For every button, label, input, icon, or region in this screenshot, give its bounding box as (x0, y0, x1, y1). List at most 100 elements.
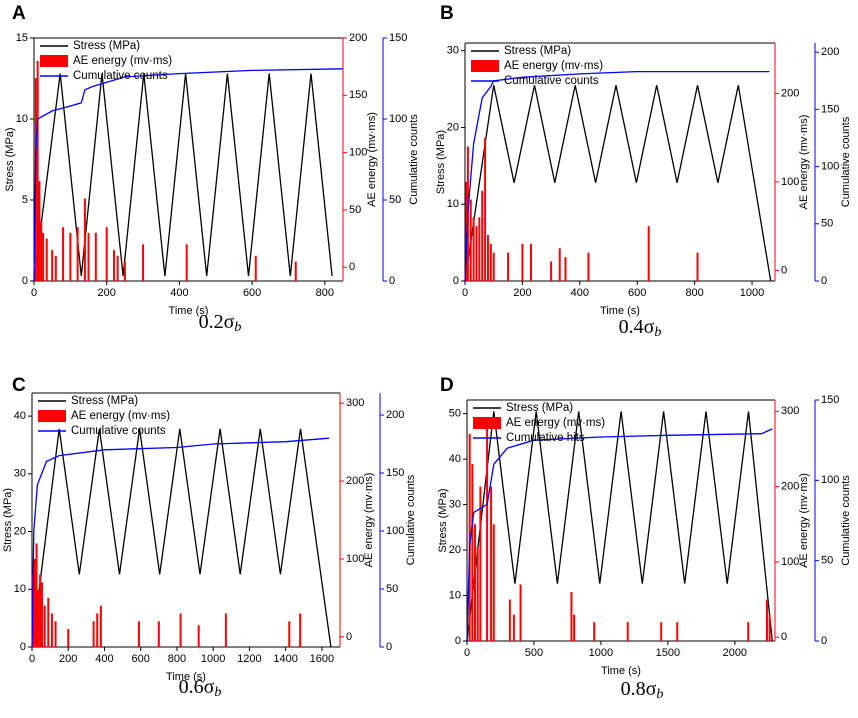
y2-tick-label: 300 (781, 405, 799, 417)
ae-bar (570, 592, 573, 641)
ae-bar (472, 217, 475, 281)
ae-bar (105, 227, 108, 281)
ae-bar (123, 261, 126, 281)
legend-label: AE energy (mv·ms) (71, 410, 170, 422)
y3-tick-label: 50 (389, 194, 401, 206)
ae-bar (83, 198, 86, 281)
y-tick-label: 0 (20, 641, 26, 653)
x-tick-label: 600 (243, 287, 261, 299)
series-line (466, 411, 773, 642)
x-tick-label: 0 (462, 287, 468, 299)
y2-tick-label: 0 (781, 631, 787, 643)
ae-bar (99, 605, 102, 647)
ae-bar (87, 232, 90, 281)
ae-bar (33, 558, 36, 647)
y3-tick-label: 150 (821, 103, 839, 115)
ae-bar (35, 543, 38, 647)
x-tick-label: 1500 (656, 647, 680, 659)
x-axis-title: Time (s) (166, 671, 206, 683)
caption-sub: b (234, 320, 241, 335)
ae-bar (137, 621, 140, 647)
x-tick-label: 400 (170, 287, 188, 299)
ae-bar (38, 181, 41, 281)
ae-bar (492, 524, 495, 641)
y-tick-label: 40 (14, 410, 26, 422)
ae-bar (507, 252, 510, 281)
panel-label: C (12, 375, 26, 396)
ae-bar (508, 599, 511, 641)
caption-main: 0.4σ (619, 316, 655, 338)
series-line (33, 73, 333, 282)
y-tick-label: 30 (447, 45, 459, 57)
x-tick-label: 1000 (201, 653, 225, 665)
y-axis-title: Stress (MPa) (2, 488, 14, 552)
ae-bar (558, 248, 561, 281)
ae-bar (519, 584, 522, 641)
ae-bar (489, 243, 492, 281)
y-tick-label: 0 (22, 275, 28, 287)
x-tick-label: 800 (168, 653, 186, 665)
panel-label: B (440, 3, 454, 24)
ae-bar (479, 486, 482, 641)
ae-bar (676, 622, 679, 641)
y2-tick-label: 50 (349, 204, 361, 216)
ae-bar (96, 613, 99, 647)
y-tick-label: 10 (449, 589, 461, 601)
y3-axis-title: Cumulative counts (405, 474, 417, 565)
x-tick-label: 200 (59, 653, 77, 665)
ae-bar (593, 622, 596, 641)
y3-tick-label: 150 (389, 32, 407, 44)
y3-tick-label: 100 (386, 525, 404, 537)
legend-label: Stress (MPa) (71, 395, 138, 407)
x-tick-label: 600 (132, 653, 150, 665)
ae-bar (647, 226, 650, 281)
ae-bar (471, 464, 474, 641)
y3-axis-title: Cumulative counts (840, 116, 852, 207)
ae-bar (42, 232, 45, 281)
y2-tick-label: 300 (346, 397, 364, 409)
y3-tick-label: 100 (821, 160, 839, 172)
panel-label: D (440, 375, 454, 396)
ae-bar (587, 252, 590, 281)
ae-bar (92, 621, 95, 647)
ae-bar (112, 250, 115, 281)
caption: 0.6σb (179, 676, 222, 701)
y2-tick-label: 200 (349, 32, 367, 44)
legend-label: Cumulative counts (71, 425, 166, 437)
legend-swatch (38, 410, 66, 422)
ae-bar (768, 614, 771, 641)
y-tick-label: 40 (449, 453, 461, 465)
x-tick-label: 1600 (310, 653, 334, 665)
y-tick-label: 15 (16, 32, 28, 44)
caption-sub: b (214, 685, 221, 700)
ae-bar (478, 217, 481, 281)
ae-bar (36, 60, 39, 281)
ae-bar (564, 257, 567, 281)
series-line (31, 428, 332, 648)
ae-bar (197, 625, 200, 647)
ae-bar (51, 250, 54, 281)
y3-tick-label: 0 (386, 641, 392, 653)
caption: 0.8σb (621, 678, 664, 703)
y3-tick-label: 0 (821, 275, 827, 287)
legend-label: AE energy (mv·ms) (504, 60, 603, 72)
ae-bar (484, 137, 487, 281)
y-axis-title: Stress (MPa) (4, 127, 16, 191)
ae-bar (37, 590, 40, 647)
x-axis-title: Time (s) (601, 665, 641, 677)
legend-label: Cumulative counts (73, 70, 168, 82)
ae-bar (747, 622, 750, 641)
ae-bar (45, 238, 48, 281)
ae-bar (530, 243, 533, 281)
legend-swatch (40, 55, 68, 67)
caption-main: 0.6σ (179, 676, 215, 698)
ae-bar (492, 252, 495, 281)
x-tick-label: 1400 (273, 653, 297, 665)
ae-bar (224, 613, 227, 647)
y3-tick-label: 50 (386, 583, 398, 595)
y2-axis-title: AE energy (mv·ms) (366, 112, 378, 207)
ae-bar (142, 244, 145, 281)
ae-bar (50, 613, 53, 647)
ae-bar (254, 255, 257, 281)
